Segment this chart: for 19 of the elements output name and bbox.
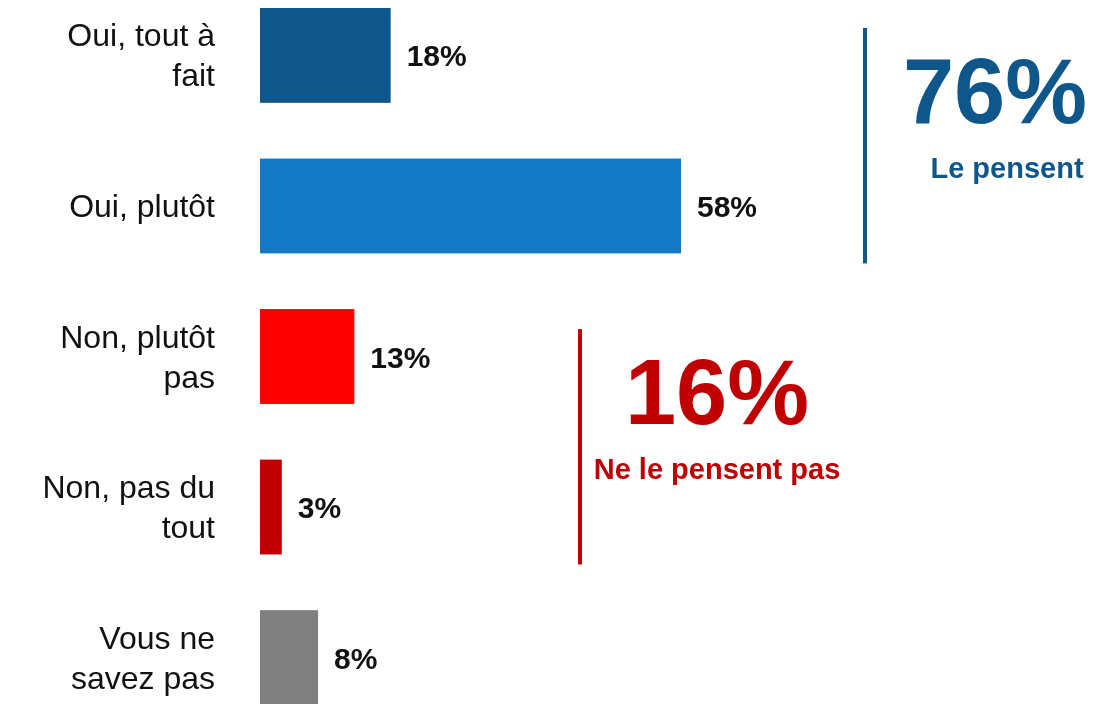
annotation: Ne le pensent pas [593, 453, 841, 486]
bar [260, 309, 355, 404]
data-label: 13% [370, 340, 431, 374]
data-label: 8% [334, 641, 378, 675]
annotation: 16% [624, 341, 810, 444]
bar [260, 459, 282, 555]
y-tick-label: Vous ne savez pas [70, 619, 215, 696]
y-tick-label: Oui, tout à fait [67, 17, 216, 94]
data-label: 58% [697, 189, 758, 223]
bar [260, 158, 681, 254]
text: Le pensent [930, 152, 1084, 185]
y-tick-label: Oui, plutôt [69, 187, 216, 224]
bar [260, 610, 319, 704]
y-tick-label: Non, plutôt pas [60, 318, 216, 395]
bar [260, 8, 391, 103]
data-label: 3% [297, 491, 342, 525]
y-tick-label: Non, pas du tout [42, 469, 216, 546]
text: 76% [902, 40, 1088, 143]
data-label: 18% [406, 39, 467, 73]
